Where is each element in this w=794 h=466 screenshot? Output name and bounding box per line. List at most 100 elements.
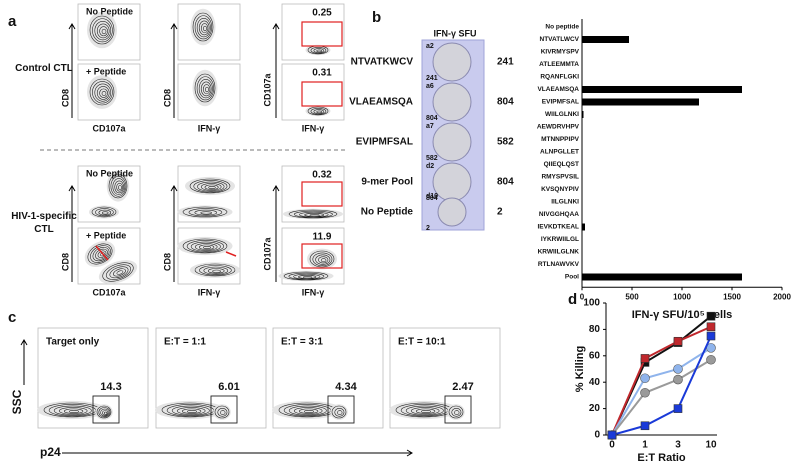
y-tick-label: RQANFLGKI xyxy=(540,74,579,81)
contour xyxy=(89,205,119,219)
x-axis-title: E:T Ratio xyxy=(637,452,686,464)
contour-line xyxy=(220,410,226,415)
label: 6.01 xyxy=(218,381,239,393)
x-tick-label: 500 xyxy=(625,292,639,301)
y-tick-label: 80 xyxy=(589,324,601,335)
contour-line xyxy=(312,252,333,266)
label: Target only xyxy=(46,337,100,348)
density xyxy=(87,75,117,109)
y-tick-label: IILGLNKI xyxy=(551,199,579,206)
label: CD107a xyxy=(262,73,272,107)
contour-line xyxy=(337,410,343,415)
label: 241 xyxy=(497,57,514,68)
contour-line xyxy=(69,410,79,413)
contour xyxy=(190,8,216,46)
label: 2 xyxy=(497,207,503,218)
contour-line xyxy=(204,184,219,190)
density xyxy=(177,205,233,219)
contour-line xyxy=(313,48,325,53)
label: p24 xyxy=(40,445,61,459)
arrow-head xyxy=(272,185,280,192)
y-tick-label: 60 xyxy=(589,350,601,361)
contour-line xyxy=(217,407,228,417)
gate xyxy=(327,395,355,424)
contour xyxy=(192,69,218,107)
label: 9-mer Pool xyxy=(361,177,413,188)
label: 0.31 xyxy=(312,68,332,79)
contour-line xyxy=(288,209,338,219)
y-tick-label: Pool xyxy=(565,274,579,281)
x-tick-label: 0 xyxy=(580,292,585,301)
contour xyxy=(106,170,130,202)
label: No Peptide xyxy=(361,207,414,218)
y-axis-title: % Killing xyxy=(574,346,586,392)
contour-line xyxy=(91,206,117,218)
label: d xyxy=(568,291,577,308)
contour-line xyxy=(298,408,319,414)
contour-line xyxy=(208,186,216,189)
contour-line xyxy=(188,208,223,217)
contour-line xyxy=(94,20,112,41)
contour-line xyxy=(63,408,84,414)
y-tick-label: ALNPGLLET xyxy=(540,149,579,156)
contour-line xyxy=(92,81,113,104)
gate xyxy=(210,395,238,424)
contour-line xyxy=(196,76,215,101)
label: 804 xyxy=(497,177,514,188)
gate xyxy=(92,395,120,424)
bar xyxy=(582,98,699,106)
label: CD107a xyxy=(92,287,126,297)
arrow-head xyxy=(170,23,178,30)
y-tick-label: RMYSPVSIL xyxy=(541,174,579,181)
label: + Peptide xyxy=(86,66,126,76)
contour-line xyxy=(101,28,107,35)
bar xyxy=(582,36,629,43)
contour xyxy=(177,236,233,256)
label: 582 xyxy=(497,137,514,148)
well xyxy=(432,82,472,122)
contour-line xyxy=(187,410,197,413)
contour-line xyxy=(89,15,115,45)
label: CD107a xyxy=(262,237,272,271)
contour-line xyxy=(200,81,212,97)
arrow-red xyxy=(225,251,237,257)
contour-line xyxy=(193,180,228,193)
marker xyxy=(673,364,683,374)
arrow-head xyxy=(68,23,76,30)
arrow-head xyxy=(170,185,178,192)
well xyxy=(432,42,472,82)
density xyxy=(447,404,465,420)
bar xyxy=(582,86,742,93)
label: EVIPMFSAL xyxy=(356,137,413,148)
well xyxy=(432,122,472,162)
marker xyxy=(640,354,650,363)
contour-line xyxy=(116,270,124,275)
label: 2 xyxy=(426,225,430,232)
label: + Peptide xyxy=(86,230,126,240)
arrow-head xyxy=(20,339,28,346)
contour-line xyxy=(58,407,88,415)
label: CD107a xyxy=(92,123,126,133)
y-tick-label: IEVKDTKEAL xyxy=(537,224,579,231)
y-tick-label: 40 xyxy=(589,377,601,388)
density xyxy=(213,404,231,420)
label: CD8 xyxy=(162,89,172,107)
contour-line xyxy=(198,78,213,99)
contour-line xyxy=(87,243,113,265)
contour-line xyxy=(288,272,325,280)
contour-line xyxy=(98,209,112,216)
label: No Peptide xyxy=(86,168,133,178)
contour xyxy=(37,400,107,420)
y-tick-label: No peptide xyxy=(545,24,579,31)
contour-line xyxy=(100,408,110,417)
contour-line xyxy=(203,246,211,249)
contour-line xyxy=(182,206,228,218)
y-tick-label: AEWDRVHPV xyxy=(537,124,580,131)
contour-line xyxy=(309,214,320,217)
marker xyxy=(640,421,650,431)
marker xyxy=(706,331,716,341)
x-axis-title: IFN-γ SFU/10⁵ cells xyxy=(632,309,733,321)
series-line xyxy=(611,335,712,436)
contour-line xyxy=(103,411,108,415)
label: 241 xyxy=(426,75,438,82)
